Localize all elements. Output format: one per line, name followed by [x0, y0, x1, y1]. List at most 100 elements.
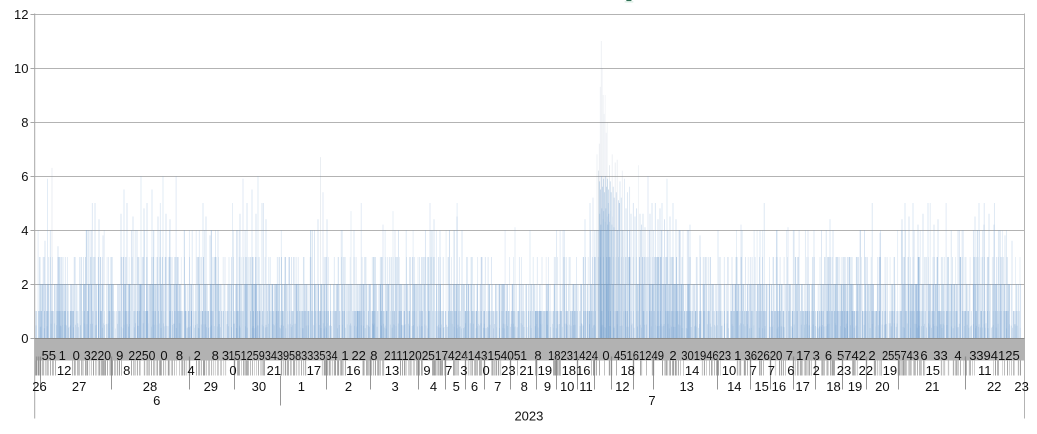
svg-text:23: 23: [1014, 379, 1028, 394]
svg-text:3220: 3220: [84, 348, 111, 363]
svg-text:19: 19: [883, 363, 897, 378]
svg-text:2023: 2023: [514, 409, 543, 424]
svg-text:6: 6: [920, 348, 927, 363]
svg-text:18: 18: [826, 379, 840, 394]
svg-text:394125: 394125: [976, 348, 1019, 363]
svg-text:17: 17: [307, 363, 321, 378]
svg-text:11: 11: [978, 363, 992, 378]
svg-text:12: 12: [615, 379, 629, 394]
svg-text:9: 9: [423, 363, 430, 378]
svg-text:255743: 255743: [882, 348, 919, 363]
svg-text:15: 15: [926, 363, 940, 378]
svg-text:18231424: 18231424: [548, 348, 598, 363]
svg-text:16: 16: [576, 363, 590, 378]
svg-text:8: 8: [123, 363, 130, 378]
svg-text:23: 23: [501, 363, 515, 378]
svg-text:29: 29: [204, 379, 218, 394]
svg-text:0: 0: [21, 331, 28, 346]
svg-text:33: 33: [933, 348, 947, 363]
svg-text:4: 4: [187, 363, 194, 378]
svg-text:3: 3: [460, 363, 467, 378]
svg-text:7: 7: [445, 363, 452, 378]
svg-text:22: 22: [987, 379, 1001, 394]
svg-text:55: 55: [42, 348, 56, 363]
svg-text:8: 8: [534, 348, 541, 363]
svg-text:4: 4: [21, 223, 28, 238]
svg-text:9: 9: [116, 348, 123, 363]
svg-text:8: 8: [521, 379, 528, 394]
svg-text:20: 20: [875, 379, 889, 394]
svg-text:2: 2: [194, 348, 201, 363]
svg-text:10: 10: [560, 379, 574, 394]
svg-text:2250: 2250: [128, 348, 155, 363]
svg-text:7: 7: [786, 348, 793, 363]
svg-text:3: 3: [969, 348, 976, 363]
svg-text:22: 22: [351, 348, 365, 363]
svg-text:6: 6: [153, 393, 160, 408]
svg-text:9: 9: [544, 379, 551, 394]
svg-text:10: 10: [722, 363, 736, 378]
svg-text:8: 8: [176, 348, 183, 363]
svg-text:4: 4: [954, 348, 961, 363]
svg-text:6: 6: [787, 363, 794, 378]
svg-text:2: 2: [21, 277, 28, 292]
svg-text:151259343958333534: 151259343958333534: [229, 348, 338, 363]
svg-text:18: 18: [562, 363, 576, 378]
svg-text:6: 6: [471, 379, 478, 394]
svg-text:362620: 362620: [744, 348, 782, 363]
svg-text:30194623: 30194623: [681, 348, 731, 363]
svg-text:17: 17: [796, 348, 810, 363]
svg-text:13: 13: [679, 379, 693, 394]
svg-text:45161249: 45161249: [614, 348, 664, 363]
svg-text:13: 13: [385, 363, 399, 378]
svg-text:1: 1: [734, 348, 741, 363]
svg-text:21: 21: [519, 363, 533, 378]
svg-text:2: 2: [813, 363, 820, 378]
svg-text:6: 6: [21, 169, 28, 184]
svg-text:10: 10: [14, 61, 28, 76]
svg-text:17: 17: [795, 379, 809, 394]
svg-text:7: 7: [648, 393, 655, 408]
svg-text:7: 7: [768, 363, 775, 378]
svg-text:26: 26: [32, 379, 46, 394]
svg-text:28: 28: [143, 379, 157, 394]
svg-text:7: 7: [494, 379, 501, 394]
svg-text:11: 11: [579, 379, 593, 394]
svg-text:0: 0: [73, 348, 80, 363]
svg-text:14: 14: [727, 379, 741, 394]
svg-text:2111202517424143154051: 2111202517424143154051: [384, 348, 527, 363]
svg-text:16: 16: [346, 363, 360, 378]
svg-text:0: 0: [229, 363, 236, 378]
svg-text:8: 8: [370, 348, 377, 363]
svg-text:15: 15: [754, 379, 768, 394]
svg-text:1: 1: [59, 348, 66, 363]
svg-text:1: 1: [298, 379, 305, 394]
svg-text:18: 18: [620, 363, 634, 378]
svg-text:8: 8: [212, 348, 219, 363]
svg-text:1: 1: [341, 348, 348, 363]
svg-text:21: 21: [267, 363, 281, 378]
svg-text:23: 23: [837, 363, 851, 378]
svg-text:22: 22: [859, 363, 873, 378]
svg-text:2: 2: [669, 348, 676, 363]
svg-text:16: 16: [772, 379, 786, 394]
svg-text:21: 21: [925, 379, 939, 394]
svg-text:5: 5: [453, 379, 460, 394]
svg-text:6: 6: [825, 348, 832, 363]
svg-text:0: 0: [160, 348, 167, 363]
svg-text:8: 8: [21, 115, 28, 130]
svg-text:3: 3: [222, 348, 229, 363]
svg-text:3: 3: [391, 379, 398, 394]
svg-text:2: 2: [345, 379, 352, 394]
svg-text:2: 2: [868, 348, 875, 363]
svg-text:0: 0: [482, 363, 489, 378]
svg-text:0: 0: [602, 348, 609, 363]
svg-text:3: 3: [813, 348, 820, 363]
svg-text:12: 12: [57, 363, 71, 378]
svg-text:7: 7: [750, 363, 757, 378]
svg-text:14: 14: [685, 363, 699, 378]
svg-text:27: 27: [72, 379, 86, 394]
svg-text:5742: 5742: [837, 348, 866, 363]
svg-text:4: 4: [430, 379, 437, 394]
svg-text:19: 19: [848, 379, 862, 394]
